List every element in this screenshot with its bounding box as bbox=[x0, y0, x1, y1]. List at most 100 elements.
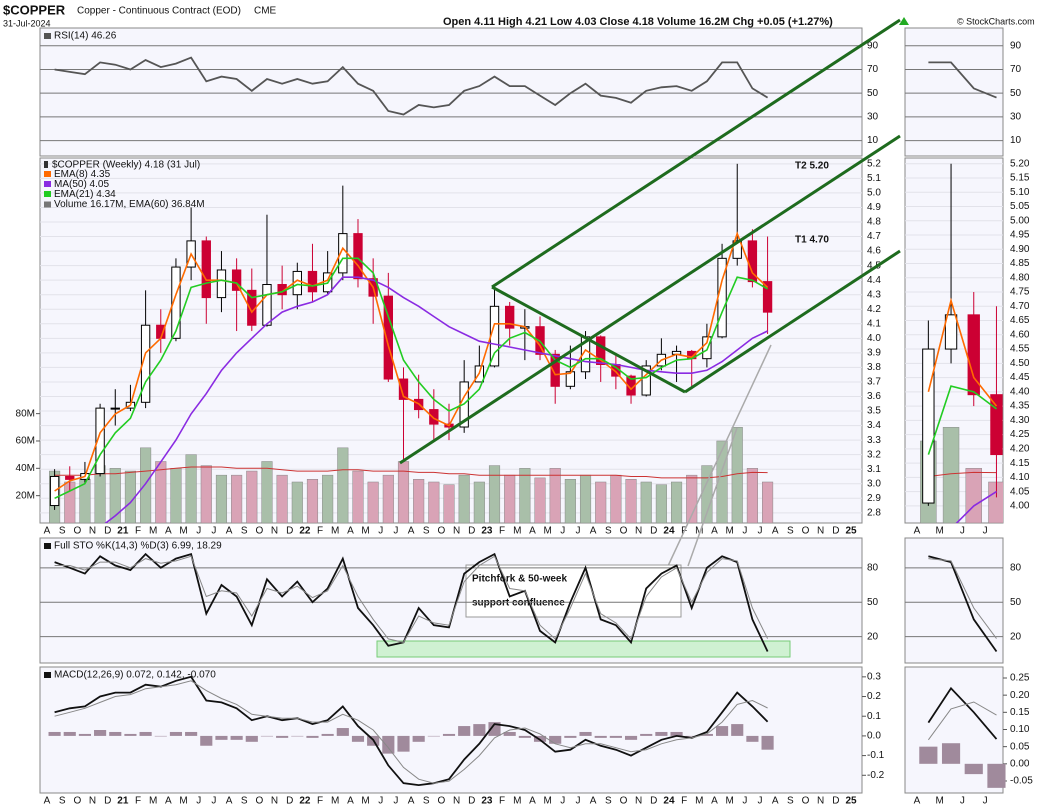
histogram-bar bbox=[609, 735, 622, 738]
callout-pointer bbox=[687, 427, 738, 567]
x-tick-label: N bbox=[271, 526, 278, 537]
price-title: $COPPER (Weekly) 4.18 (31 Jul) bbox=[52, 160, 200, 171]
volume-bar bbox=[965, 468, 982, 523]
x-tick-label: M bbox=[543, 796, 551, 807]
y-tick-label: 3.3 bbox=[867, 435, 881, 446]
y-tick-label: 10 bbox=[1010, 135, 1022, 146]
indicator-title: Full STO %K(14,3) %D(3) 6.99, 18.29 bbox=[54, 541, 222, 552]
candle-body bbox=[171, 266, 181, 339]
x-tick-label: A bbox=[711, 796, 718, 807]
y-tick-label: -0.2 bbox=[867, 770, 885, 781]
target-label: T2 5.20 bbox=[795, 161, 829, 172]
y-tick-label: 0.05 bbox=[1010, 741, 1030, 752]
legend-entry: MA(50) 4.05 bbox=[54, 179, 109, 190]
y-tick-label: 0.2 bbox=[867, 691, 881, 702]
y-tick-label: 3.0 bbox=[867, 478, 881, 489]
histogram-bar bbox=[169, 731, 183, 736]
y-tick-label: 2.9 bbox=[867, 493, 881, 504]
indicator-line bbox=[54, 675, 769, 787]
x-tick-label: S bbox=[605, 526, 612, 537]
y-tick-label: 0.3 bbox=[867, 671, 881, 682]
x-tick-label: F bbox=[499, 796, 505, 807]
price-overlay bbox=[927, 297, 998, 407]
volume-bar bbox=[200, 465, 212, 523]
x-tick-label: A bbox=[226, 796, 233, 807]
y-tick-label: 90 bbox=[1010, 40, 1022, 51]
volume-bar bbox=[215, 474, 228, 523]
x-tick-label: D bbox=[832, 526, 839, 537]
x-tick-label: J bbox=[196, 796, 201, 807]
x-tick-label: J bbox=[393, 526, 398, 537]
volume-ema bbox=[928, 471, 997, 477]
x-tick-label: N bbox=[89, 796, 96, 807]
y-tick-label: 0.0 bbox=[867, 731, 881, 742]
x-tick-label: M bbox=[331, 526, 339, 537]
pitchfork-line bbox=[491, 18, 901, 289]
callout-pointer bbox=[667, 344, 772, 567]
candle-body bbox=[216, 269, 227, 299]
y-tick-label: 50 bbox=[867, 88, 879, 99]
target-label: T1 4.70 bbox=[795, 235, 829, 246]
volume-bar bbox=[519, 468, 531, 523]
indicator-line bbox=[54, 552, 769, 652]
histogram-bar bbox=[94, 730, 107, 736]
candle-body bbox=[762, 281, 773, 313]
x-tick-label: S bbox=[59, 796, 66, 807]
y-tick-label: -0.05 bbox=[1010, 776, 1033, 787]
x-tick-label: M bbox=[936, 796, 944, 807]
volume-bar bbox=[231, 474, 243, 523]
x-tick-label: J bbox=[196, 526, 201, 537]
volume-bar bbox=[942, 427, 960, 523]
x-tick-label: A bbox=[772, 796, 779, 807]
histogram-bar bbox=[919, 746, 938, 764]
y-tick-label: 0.25 bbox=[1010, 673, 1030, 684]
x-tick-label: O bbox=[802, 796, 810, 807]
candle-body bbox=[550, 353, 560, 387]
legend-icon bbox=[44, 161, 48, 168]
x-tick-label: J bbox=[211, 796, 216, 807]
histogram-bar bbox=[276, 735, 289, 738]
quote: Open 4.11 High 4.21 Low 4.03 Close 4.18 … bbox=[443, 16, 833, 28]
volume-bar bbox=[413, 479, 425, 523]
histogram-bar bbox=[518, 735, 531, 738]
histogram-bar bbox=[336, 728, 349, 736]
histogram-bar bbox=[594, 735, 607, 738]
candle-body bbox=[65, 475, 75, 480]
legend-swatch bbox=[44, 672, 51, 678]
x-tick-label: N bbox=[817, 796, 824, 807]
volume-bar bbox=[246, 470, 258, 523]
histogram-bar bbox=[139, 731, 152, 736]
histogram-bar bbox=[640, 733, 653, 736]
candle-body bbox=[307, 270, 318, 293]
histogram-bar bbox=[427, 735, 440, 737]
y-tick-label: 3.5 bbox=[867, 406, 881, 417]
x-tick-label: F bbox=[681, 796, 687, 807]
candle-body bbox=[398, 378, 409, 400]
x-tick-label: A bbox=[772, 526, 779, 537]
callout-text: support confluence bbox=[472, 598, 565, 609]
x-tick-label: S bbox=[423, 796, 430, 807]
volume-bar bbox=[716, 440, 728, 523]
x-tick-label: M bbox=[543, 526, 551, 537]
x-tick-label: O bbox=[620, 526, 628, 537]
volume-tick-label: 20M bbox=[16, 490, 35, 501]
volume-tick-label: 40M bbox=[16, 463, 35, 474]
histogram-bar bbox=[458, 726, 471, 736]
x-tick-label: S bbox=[241, 526, 248, 537]
x-tick-label: D bbox=[468, 526, 475, 537]
x-tick-label: J bbox=[983, 526, 988, 537]
histogram-bar bbox=[260, 735, 274, 737]
x-tick-label: N bbox=[271, 796, 278, 807]
legend-entry: EMA(8) 4.35 bbox=[54, 169, 111, 180]
histogram-bar bbox=[700, 733, 713, 736]
candle-body bbox=[944, 314, 958, 350]
y-tick-label: 4.60 bbox=[1010, 329, 1030, 340]
legend-swatch bbox=[44, 33, 51, 39]
legend-swatch bbox=[44, 181, 51, 187]
x-tick-label: N bbox=[453, 796, 460, 807]
volume-bar bbox=[670, 481, 683, 523]
x-tick-label: N bbox=[453, 526, 460, 537]
histogram-bar bbox=[306, 735, 319, 738]
indicator-line bbox=[928, 61, 997, 99]
x-tick-label: D bbox=[286, 796, 293, 807]
